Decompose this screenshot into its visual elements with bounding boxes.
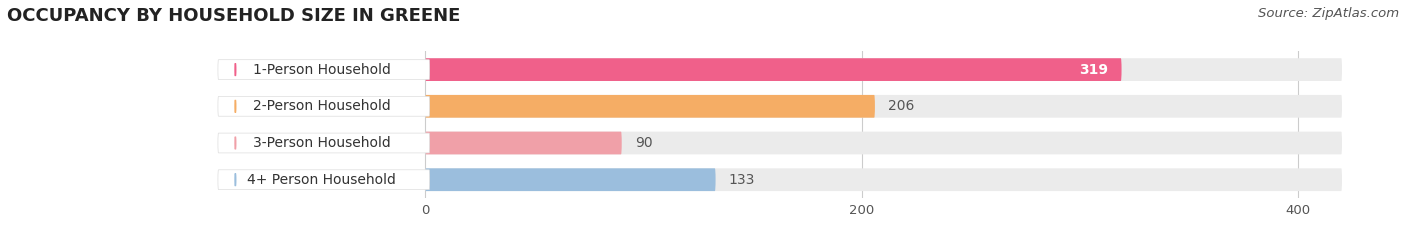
Text: 133: 133: [728, 173, 755, 187]
FancyBboxPatch shape: [425, 58, 1341, 81]
Text: 206: 206: [889, 99, 914, 113]
FancyBboxPatch shape: [425, 168, 716, 191]
Text: 4+ Person Household: 4+ Person Household: [247, 173, 396, 187]
FancyBboxPatch shape: [218, 170, 430, 190]
FancyBboxPatch shape: [425, 132, 1341, 154]
FancyBboxPatch shape: [425, 95, 875, 118]
FancyBboxPatch shape: [425, 58, 1122, 81]
Text: 319: 319: [1080, 63, 1108, 77]
FancyBboxPatch shape: [218, 96, 430, 116]
FancyBboxPatch shape: [218, 133, 430, 153]
FancyBboxPatch shape: [425, 95, 1341, 118]
FancyBboxPatch shape: [218, 60, 430, 79]
Text: Source: ZipAtlas.com: Source: ZipAtlas.com: [1258, 7, 1399, 20]
FancyBboxPatch shape: [425, 132, 621, 154]
Text: OCCUPANCY BY HOUSEHOLD SIZE IN GREENE: OCCUPANCY BY HOUSEHOLD SIZE IN GREENE: [7, 7, 460, 25]
Text: 90: 90: [636, 136, 652, 150]
Text: 3-Person Household: 3-Person Household: [253, 136, 391, 150]
Text: 1-Person Household: 1-Person Household: [253, 63, 391, 77]
FancyBboxPatch shape: [425, 168, 1341, 191]
Text: 2-Person Household: 2-Person Household: [253, 99, 391, 113]
